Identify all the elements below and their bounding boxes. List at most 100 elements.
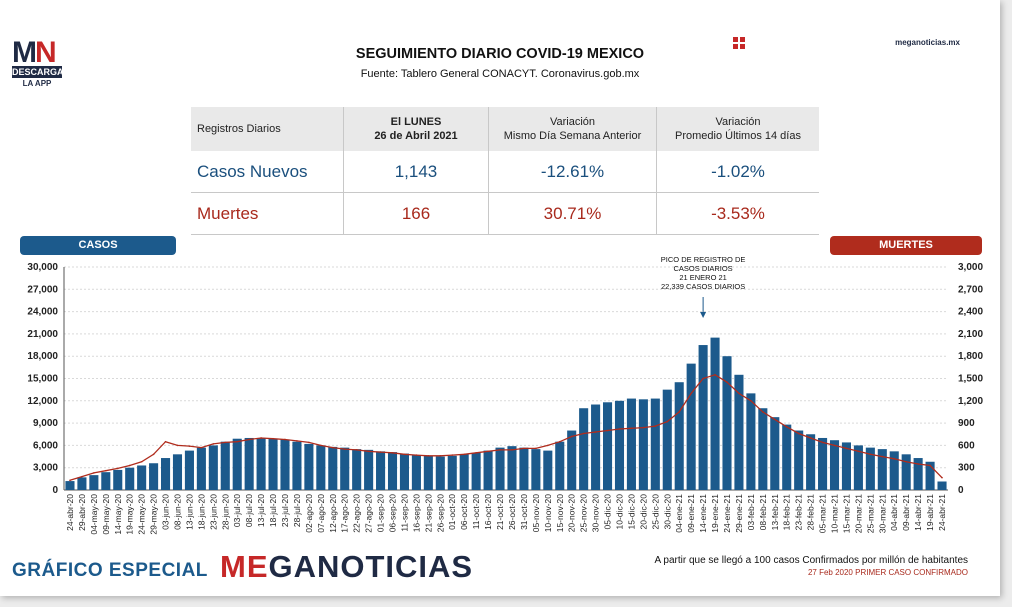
brand-part-noticias: NOTICIAS <box>317 549 474 584</box>
site-link[interactable]: meganoticias.mx <box>895 38 960 47</box>
y-tick-right: 3,000 <box>958 262 983 273</box>
muertes-var-14: -3.53% <box>656 192 819 235</box>
point-muertes <box>463 453 465 456</box>
x-tick-label: 16-oct-20 <box>483 494 493 530</box>
x-tick-label: 20-dic-20 <box>638 494 648 530</box>
header-var-week-title: Variación <box>549 116 596 128</box>
bar-casos <box>89 475 99 490</box>
x-tick-label: 03-feb-21 <box>746 494 756 531</box>
point-muertes <box>415 454 418 456</box>
bar-casos <box>352 449 362 490</box>
x-tick-label: 24-ene-21 <box>722 494 732 533</box>
point-muertes <box>678 411 681 413</box>
point-muertes <box>869 453 872 456</box>
point-muertes <box>212 443 215 445</box>
point-muertes <box>893 457 896 460</box>
logo-descarga: DESCARGA <box>12 66 64 78</box>
point-muertes <box>284 438 286 441</box>
x-tick-label: 30-nov-20 <box>591 494 601 533</box>
bar-casos <box>686 363 696 490</box>
bar-casos <box>746 393 756 490</box>
point-muertes <box>308 441 310 444</box>
point-muertes <box>499 449 501 451</box>
bar-casos <box>101 472 111 490</box>
stats-table: Registros Diarios El LUNES 26 de Abril 20… <box>191 107 819 235</box>
x-tick-label: 09-abr-21 <box>901 494 911 531</box>
bar-casos <box>232 438 242 490</box>
y-tick-right: 900 <box>958 418 975 429</box>
point-muertes <box>260 437 262 439</box>
point-muertes <box>821 441 824 444</box>
x-tick-label: 21-oct-20 <box>495 494 505 530</box>
point-muertes <box>331 446 334 449</box>
point-muertes <box>773 418 776 421</box>
x-tick-label: 23-feb-21 <box>794 494 804 531</box>
x-tick-label: 25-nov-20 <box>579 494 589 533</box>
logo: MN DESCARGA LA APP <box>12 38 64 88</box>
bar-casos <box>567 430 577 490</box>
y-tick-left: 6,000 <box>33 440 58 451</box>
x-tick-label: 10-dic-20 <box>614 494 624 530</box>
annotation-text: 22,339 CASOS DIARIOS <box>661 282 745 291</box>
y-tick-right: 1,200 <box>958 396 983 407</box>
point-muertes <box>188 445 191 447</box>
footer-note: A partir que se llegó a 100 casos Confir… <box>654 555 968 566</box>
bar-casos <box>292 441 302 490</box>
y-tick-right: 1,500 <box>958 374 983 385</box>
bar-casos <box>77 477 87 490</box>
bar-casos <box>364 449 374 490</box>
x-tick-label: 18-jun-20 <box>196 494 206 530</box>
point-muertes <box>558 440 561 443</box>
x-tick-label: 25-dic-20 <box>650 494 660 530</box>
point-muertes <box>451 454 454 456</box>
x-tick-label: 02-ago-20 <box>304 494 314 533</box>
x-tick-label: 20-nov-20 <box>567 494 577 533</box>
x-tick-label: 13-feb-21 <box>770 494 780 531</box>
point-muertes <box>355 449 358 451</box>
bar-casos <box>328 446 338 490</box>
point-muertes <box>81 475 83 478</box>
header-date: El LUNES 26 de Abril 2021 <box>343 107 489 151</box>
bar-casos <box>698 345 708 490</box>
x-tick-label: 16-sep-20 <box>411 494 421 533</box>
bar-casos <box>531 449 541 490</box>
point-muertes <box>535 447 537 450</box>
point-muertes <box>714 373 716 376</box>
y-tick-left: 9,000 <box>33 418 58 429</box>
x-tick-label: 26-oct-20 <box>507 494 517 530</box>
stats-header-row: Registros Diarios El LUNES 26 de Abril 20… <box>191 107 819 151</box>
bar-casos <box>459 454 469 490</box>
grid-menu-icon[interactable] <box>733 37 745 49</box>
x-tick-label: 09-may-20 <box>101 494 111 535</box>
header-day: El LUNES <box>390 116 442 128</box>
bar-casos <box>244 437 254 490</box>
point-muertes <box>833 444 836 447</box>
row-casos: Casos Nuevos 1,143 -12.61% -1.02% <box>191 151 819 193</box>
legend-casos: CASOS <box>20 236 176 255</box>
point-muertes <box>809 437 812 439</box>
point-muertes <box>905 460 907 463</box>
x-tick-label: 29-ene-21 <box>734 494 744 533</box>
x-tick-label: 18-jul-20 <box>268 494 278 527</box>
x-tick-label: 14-ene-21 <box>698 494 708 533</box>
x-tick-label: 24-abr-20 <box>65 494 75 531</box>
bar-casos <box>471 452 481 490</box>
bar-casos <box>483 450 493 490</box>
x-tick-label: 05-nov-20 <box>531 494 541 533</box>
bar-casos <box>626 398 636 490</box>
annotation-text: CASOS DIARIOS <box>674 264 733 273</box>
bar-casos <box>184 450 194 490</box>
bar-casos <box>591 404 601 490</box>
y-tick-right: 0 <box>958 485 964 496</box>
muertes-label: Muertes <box>191 192 344 235</box>
x-tick-label: 08-feb-21 <box>758 494 768 531</box>
bar-casos <box>925 461 935 490</box>
header-var-week: Variación Mismo Día Semana Anterior <box>488 107 657 151</box>
bar-casos <box>865 447 875 490</box>
point-muertes <box>547 444 549 447</box>
bar-casos <box>818 437 828 490</box>
x-tick-label: 17-ago-20 <box>340 494 350 533</box>
point-muertes <box>152 453 155 456</box>
bar-casos <box>113 469 123 490</box>
header-registros: Registros Diarios <box>191 107 344 151</box>
